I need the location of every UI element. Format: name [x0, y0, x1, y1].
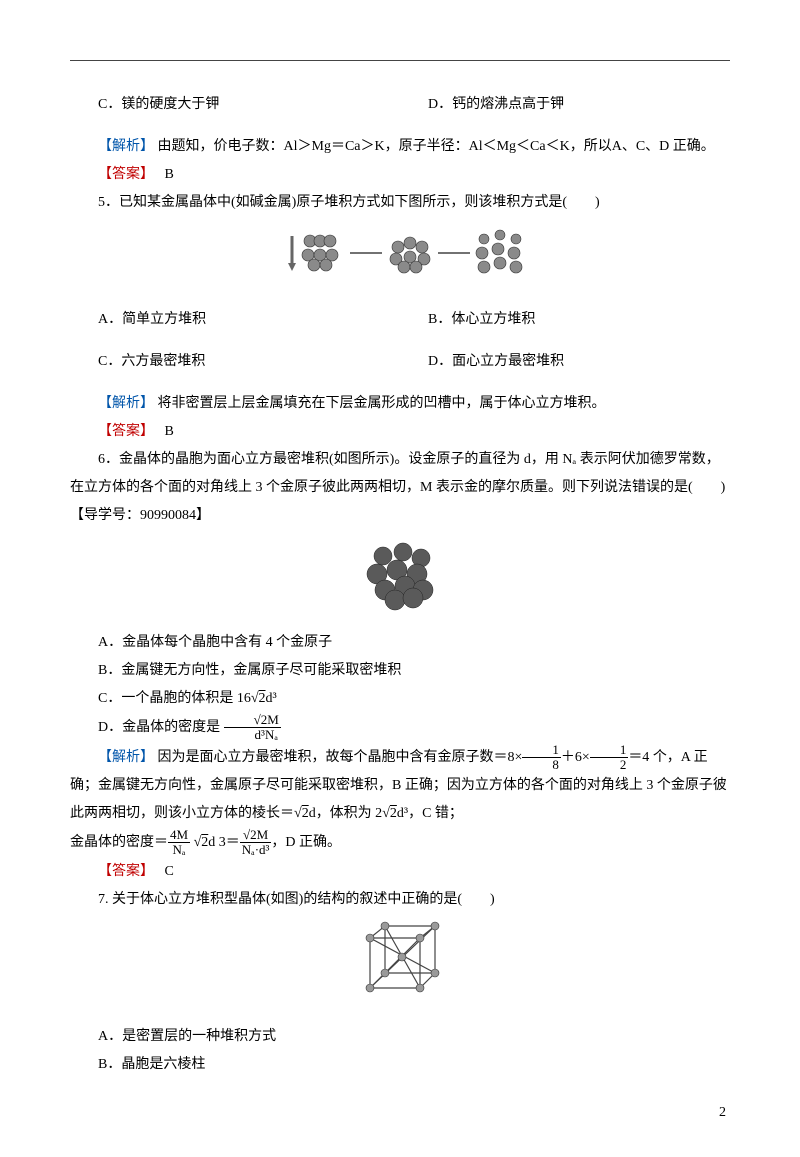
q5-svg [270, 221, 530, 281]
q7-svg [350, 918, 450, 1008]
q6-option-d: D．金晶体的密度是 √2M d³Nₐ [70, 713, 730, 743]
q6-option-b: B．金属键无方向性，金属原子尽可能采取密堆积 [70, 657, 730, 685]
q6-analysis-2: 金晶体的密度＝4MNₐ 2d 3＝√2MNₐ·d³，D 正确。 [70, 828, 730, 858]
q5-analysis-text: 将非密置层上层金属填充在下层金属形成的凹槽中，属于体心立方堆积。 [158, 396, 606, 411]
q7-option-b: B．晶胞是六棱柱 [70, 1051, 730, 1079]
answer-label: 【答案】 [98, 864, 147, 879]
q6-analysis-1: 【解析】 因为是面心立方最密堆积，故每个晶胞中含有金原子数＝8×18＋6×12＝… [70, 743, 730, 829]
q4-analysis: 【解析】 由题知，价电子数：Al＞Mg＝Ca＞K，原子半径：Al＜Mg＜Ca＜K… [70, 133, 730, 161]
q4-answer-text: B [165, 167, 174, 182]
analysis-label: 【解析】 [98, 396, 154, 411]
q4-analysis-text: 由题知，价电子数：Al＞Mg＝Ca＞K，原子半径：Al＜Mg＜Ca＜K，所以A、… [158, 139, 715, 154]
q6-option-c: C．一个晶胞的体积是 162d³ [70, 685, 730, 713]
q6-answer: 【答案】 C [70, 858, 730, 886]
q7-figure [70, 918, 730, 1019]
q5-stem: 5．已知某金属晶体中(如碱金属)原子堆积方式如下图所示，则该堆积方式是( ) [70, 189, 730, 217]
q5-options-ab: A．简单立方堆积 B．体心立方堆积 [70, 306, 730, 334]
answer-label: 【答案】 [98, 167, 147, 182]
q6-svg [355, 534, 445, 614]
q5-option-b: B．体心立方堆积 [400, 306, 730, 334]
analysis-label: 【解析】 [98, 139, 154, 154]
q6-stem: 6．金晶体的晶胞为面心立方最密堆积(如图所示)。设金原子的直径为 d，用 Nₐ … [70, 446, 730, 530]
fraction: √2M d³Nₐ [224, 713, 281, 743]
q5-analysis: 【解析】 将非密置层上层金属填充在下层金属形成的凹槽中，属于体心立方堆积。 [70, 390, 730, 418]
q5-answer: 【答案】 B [70, 418, 730, 446]
q4-options-cd: C．镁的硬度大于钾 D．钙的熔沸点高于钾 [70, 91, 730, 119]
q5-option-c: C．六方最密堆积 [70, 348, 400, 376]
header-rule [70, 60, 730, 61]
q6-option-a: A．金晶体每个晶胞中含有 4 个金原子 [70, 629, 730, 657]
q7-option-a: A．是密置层的一种堆积方式 [70, 1023, 730, 1051]
q5-option-a: A．简单立方堆积 [70, 306, 400, 334]
q5-figure [70, 221, 730, 292]
q7-stem: 7. 关于体心立方堆积型晶体(如图)的结构的叙述中正确的是( ) [70, 886, 730, 914]
q4-option-c: C．镁的硬度大于钾 [70, 91, 400, 119]
q4-option-d: D．钙的熔沸点高于钾 [400, 91, 730, 119]
q6-answer-text: C [165, 864, 174, 879]
q5-answer-text: B [165, 424, 174, 439]
page-number: 2 [70, 1099, 730, 1127]
q6-figure [70, 534, 730, 625]
q5-option-d: D．面心立方最密堆积 [400, 348, 730, 376]
q5-options-cd: C．六方最密堆积 D．面心立方最密堆积 [70, 348, 730, 376]
answer-label: 【答案】 [98, 424, 147, 439]
q4-answer: 【答案】 B [70, 161, 730, 189]
analysis-label: 【解析】 [98, 750, 154, 765]
